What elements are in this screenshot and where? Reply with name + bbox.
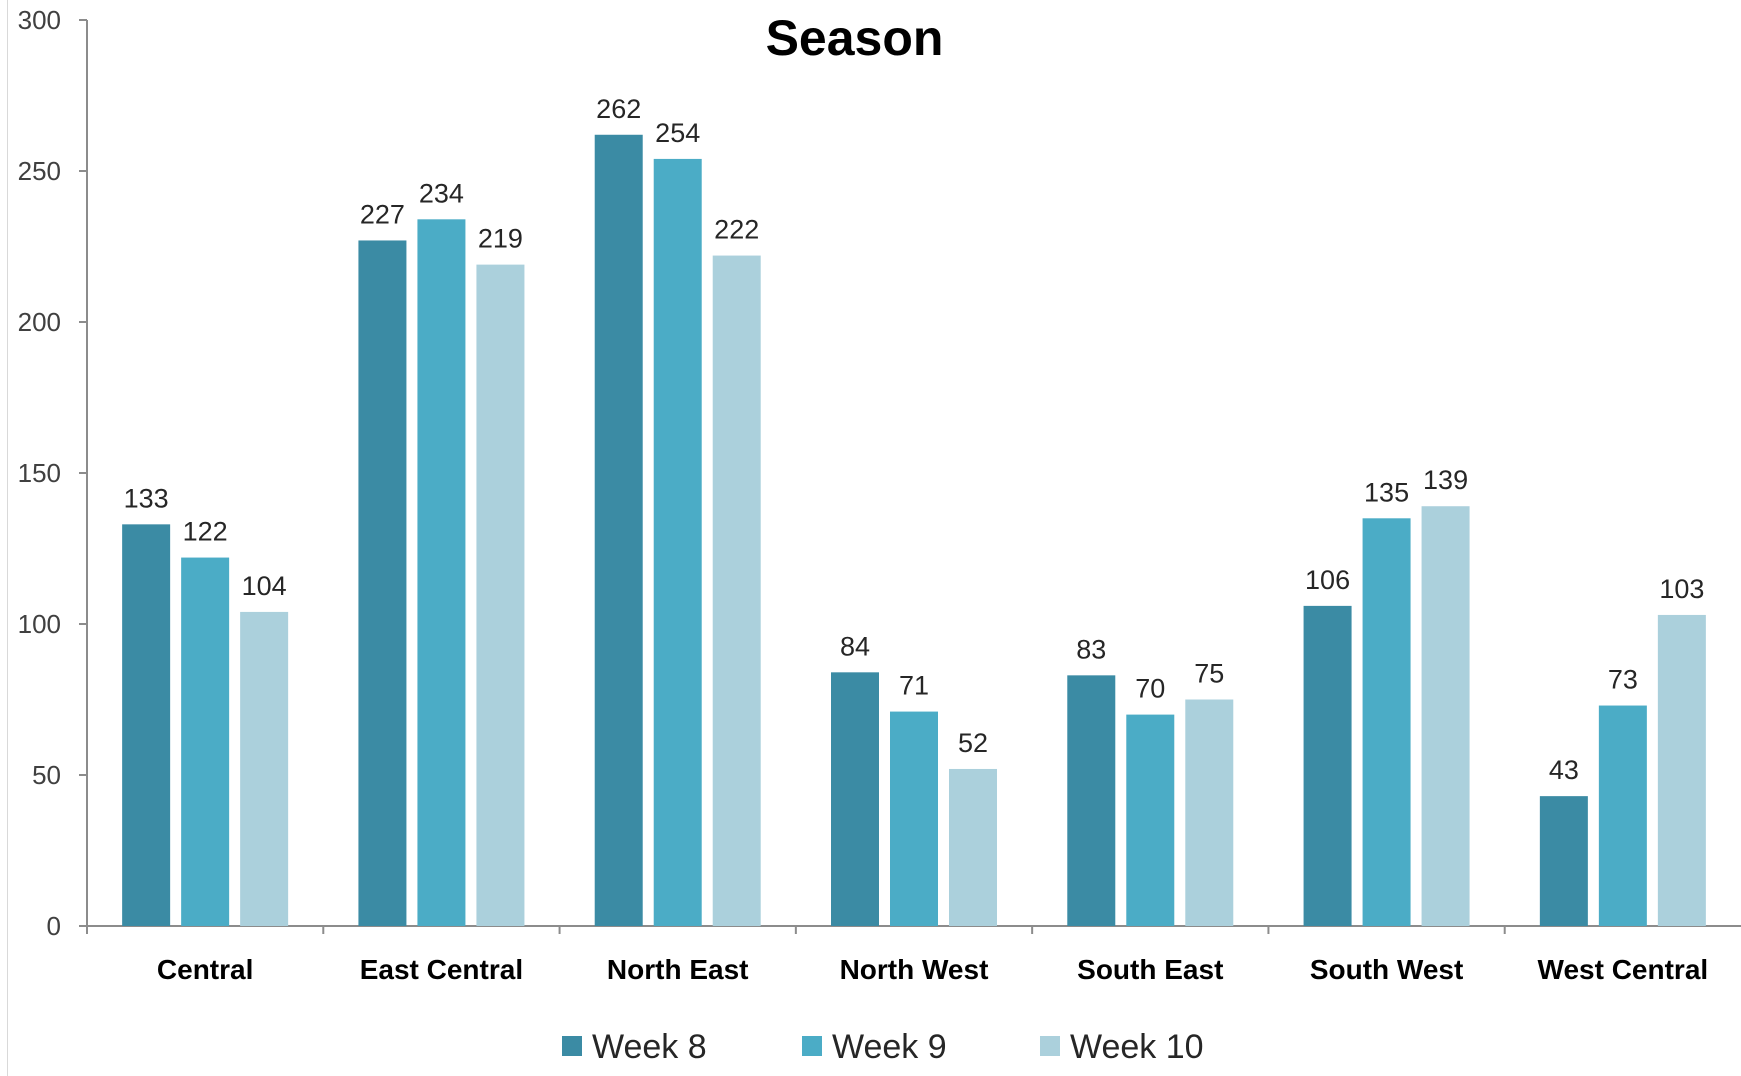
bar	[949, 768, 997, 926]
data-label: 75	[1194, 659, 1224, 689]
bar	[890, 711, 938, 926]
data-label: 262	[596, 94, 641, 124]
data-label: 133	[124, 483, 169, 513]
y-tick-label: 150	[18, 458, 61, 488]
data-label: 254	[655, 118, 700, 148]
y-tick-label: 50	[32, 760, 61, 790]
x-tick-label: North East	[607, 954, 749, 985]
x-tick-label: Central	[157, 954, 253, 985]
x-tick-label: East Central	[360, 954, 523, 985]
bar	[358, 240, 407, 926]
data-label: 43	[1549, 755, 1579, 785]
legend-swatch	[802, 1036, 822, 1056]
legend-label: Week 10	[1070, 1028, 1204, 1066]
data-label: 83	[1076, 634, 1106, 664]
data-label: 139	[1423, 465, 1468, 495]
data-label: 135	[1364, 477, 1409, 507]
x-tick-label: South West	[1310, 954, 1463, 985]
left-border-line	[7, 0, 8, 1076]
x-tick-label: West Central	[1538, 954, 1709, 985]
y-tick-label: 0	[47, 911, 61, 941]
data-label: 234	[419, 178, 464, 208]
bar	[1421, 506, 1470, 926]
data-label: 71	[899, 671, 929, 701]
data-label: 103	[1659, 574, 1704, 604]
y-tick-label: 250	[18, 156, 61, 186]
bar	[1303, 605, 1352, 926]
y-tick-label: 300	[18, 5, 61, 35]
data-label: 219	[478, 224, 523, 254]
bar	[653, 158, 702, 927]
bar	[1362, 518, 1411, 926]
bar	[417, 219, 466, 926]
legend-label: Week 8	[592, 1028, 707, 1066]
bar	[712, 255, 761, 926]
data-label: 227	[360, 199, 405, 229]
data-label: 222	[714, 215, 759, 245]
bar	[1539, 796, 1588, 926]
data-label: 73	[1608, 665, 1638, 695]
legend-swatch	[562, 1036, 582, 1056]
data-label: 122	[183, 517, 228, 547]
legend-label: Week 9	[832, 1028, 947, 1066]
bar	[831, 672, 879, 926]
data-label: 104	[242, 571, 287, 601]
data-label: 52	[958, 728, 988, 758]
data-label: 84	[840, 631, 870, 661]
bar	[594, 134, 643, 926]
bar	[1126, 714, 1175, 926]
data-label: 70	[1135, 674, 1165, 704]
bar	[240, 611, 289, 926]
y-tick-label: 200	[18, 307, 61, 337]
legend-swatch	[1040, 1036, 1060, 1056]
bar	[181, 557, 230, 926]
bar	[476, 264, 525, 926]
bar	[1185, 699, 1234, 926]
x-tick-label: North West	[840, 954, 989, 985]
bar	[1067, 675, 1116, 926]
bar	[1657, 614, 1706, 926]
data-label: 106	[1305, 565, 1350, 595]
x-tick-label: South East	[1077, 954, 1223, 985]
bar	[122, 524, 171, 926]
bar	[1598, 705, 1647, 926]
y-tick-label: 100	[18, 609, 61, 639]
chart-title: Season	[766, 10, 944, 66]
